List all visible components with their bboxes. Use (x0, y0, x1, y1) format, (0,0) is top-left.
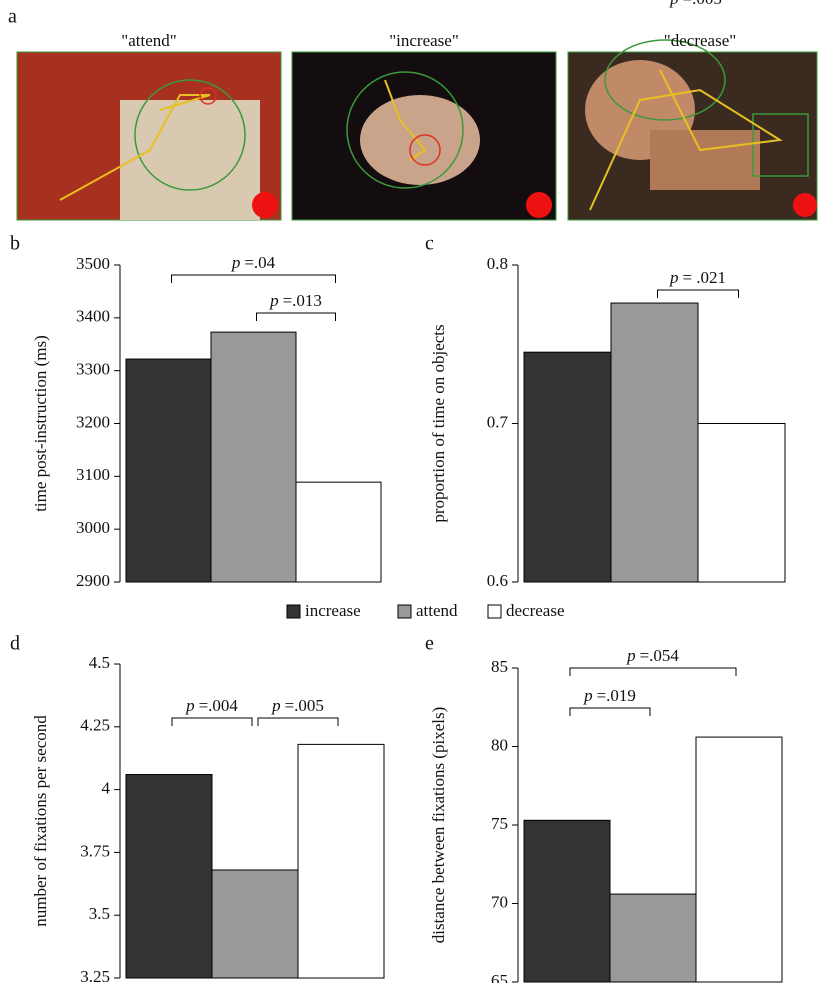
photo (17, 52, 281, 220)
legend-label: increase (305, 601, 361, 620)
y-tick-label: 75 (491, 814, 508, 833)
bar (211, 332, 296, 582)
legend-swatch (398, 605, 411, 618)
bar (698, 424, 785, 583)
y-tick-label: 4.5 (89, 653, 110, 672)
y-tick-label: 3100 (76, 465, 110, 484)
y-tick-label: 0.6 (487, 571, 508, 590)
p-value: =.005 (285, 696, 324, 715)
bar (524, 352, 611, 582)
p-value: =.013 (283, 291, 322, 310)
significance-bracket (570, 668, 736, 676)
panel-label: c (425, 233, 434, 255)
legend-swatch (488, 605, 501, 618)
significance-label: p=.004 (185, 696, 238, 715)
y-tick-label: 85 (491, 657, 508, 676)
p-symbol: p (583, 686, 593, 705)
significance-label: p=.04 (231, 253, 276, 272)
photo-title: "increase" (389, 31, 459, 50)
bar (296, 482, 381, 582)
significance-label: p=.005 (271, 696, 324, 715)
p-value: =.04 (244, 253, 275, 272)
significance-bracket (258, 718, 338, 726)
significance-label: p=.013 (269, 291, 322, 310)
y-tick-label: 0.8 (487, 254, 508, 273)
p-symbol: p (271, 696, 281, 715)
y-tick-label: 65 (491, 971, 508, 983)
p-symbol: p (231, 253, 241, 272)
bar (126, 359, 211, 582)
p-symbol: p (669, 268, 679, 287)
significance-label: p=.054 (626, 646, 679, 665)
bar (610, 894, 696, 982)
p-value: =.004 (199, 696, 239, 715)
figure: a "attend" "increase" "decrease" increas… (0, 0, 821, 983)
legend-label: decrease (506, 601, 565, 620)
y-axis-label: number of fixations per second (31, 715, 50, 927)
significance-label: p=.019 (583, 686, 636, 705)
bar (611, 303, 698, 582)
p-symbol: p (626, 646, 636, 665)
significance-bracket (658, 290, 739, 298)
photo (568, 40, 817, 220)
bar (298, 744, 384, 978)
significance-bracket (257, 313, 336, 321)
significance-bracket (570, 708, 650, 716)
bar (696, 737, 782, 982)
p-symbol: p (269, 291, 279, 310)
p-value: =.019 (597, 686, 636, 705)
p-value: = .021 (682, 268, 726, 287)
y-tick-label: 3.25 (80, 967, 110, 983)
bar (126, 775, 212, 978)
photo-title: "decrease" (664, 31, 736, 50)
photo (292, 52, 556, 220)
bar (212, 870, 298, 978)
photo-title: "attend" (121, 31, 176, 50)
bar (524, 820, 610, 982)
y-tick-label: 0.7 (487, 412, 509, 431)
y-tick-label: 2900 (76, 571, 110, 590)
y-axis-label: proportion of time on objects (429, 324, 448, 522)
p-symbol: p (185, 696, 195, 715)
panel-label: e (425, 633, 434, 655)
p-value: =.005 (683, 0, 722, 8)
y-tick-label: 3200 (76, 412, 110, 431)
y-tick-label: 70 (491, 892, 508, 911)
y-axis-label: time post-instruction (ms) (31, 335, 50, 512)
significance-label: p =.005 (669, 0, 722, 8)
panel-label: a (8, 6, 17, 28)
y-tick-label: 3000 (76, 518, 110, 537)
panel-label: b (10, 233, 20, 255)
significance-bracket (172, 718, 252, 726)
y-tick-label: 3300 (76, 360, 110, 379)
p-symbol: p (669, 0, 679, 8)
y-tick-label: 4.25 (80, 716, 110, 735)
legend-label: attend (416, 601, 458, 620)
y-tick-label: 4 (102, 779, 111, 798)
y-tick-label: 3400 (76, 307, 110, 326)
p-value: =.054 (640, 646, 680, 665)
legend-swatch (287, 605, 300, 618)
y-tick-label: 3500 (76, 254, 110, 273)
y-tick-label: 3.75 (80, 841, 110, 860)
panel-label: d (10, 633, 20, 655)
y-axis-label: distance between fixations (pixels) (429, 707, 448, 944)
y-tick-label: 3.5 (89, 904, 110, 923)
y-tick-label: 80 (491, 735, 508, 754)
significance-bracket (172, 275, 336, 283)
significance-label: p= .021 (669, 268, 726, 287)
